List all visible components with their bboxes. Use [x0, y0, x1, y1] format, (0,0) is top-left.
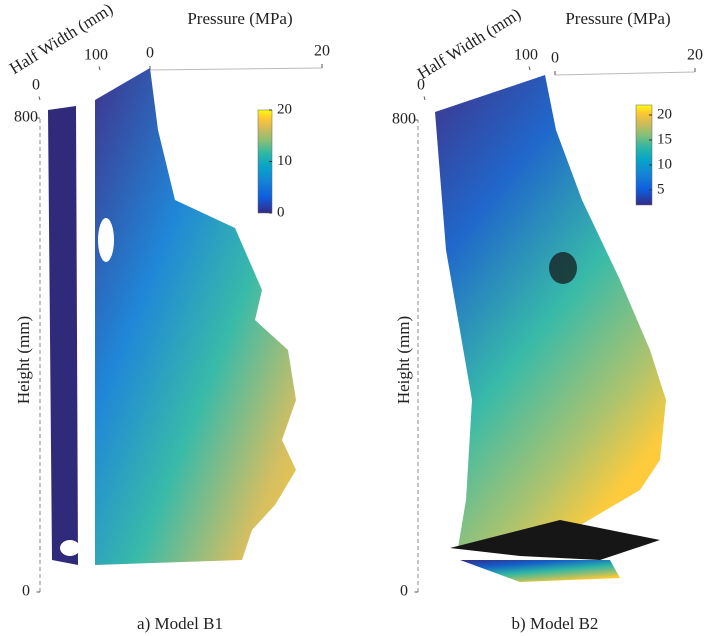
colorbar-tick-label: 10 [277, 153, 292, 169]
colorbar-tick-label: 0 [277, 204, 285, 220]
axis-line [554, 71, 696, 76]
surface-b [435, 75, 666, 582]
colorbar-tick-label: 10 [657, 156, 672, 172]
tick-label: 0 [400, 583, 408, 600]
surface-a [48, 68, 296, 565]
tick-label: 100 [84, 47, 108, 64]
tick-mark [38, 96, 41, 101]
tick-label: 0 [146, 45, 154, 62]
colorbar-tick-label: 20 [657, 106, 672, 122]
z-axis-label: Height (mm) [394, 316, 413, 404]
colorbar-tick-label: 5 [657, 181, 665, 197]
x-axis-label: Half Width (mm) [6, 0, 116, 78]
tick-mark [528, 66, 531, 71]
colorbar [635, 104, 653, 206]
tick-label: 800 [392, 111, 416, 128]
tick-label: 20 [687, 47, 703, 64]
tick-label: 0 [22, 583, 30, 600]
tick-label: 0 [417, 77, 425, 94]
caption: a) Model B1 [137, 614, 223, 633]
tick-label: 0 [551, 50, 559, 67]
caption: b) Model B2 [512, 614, 599, 633]
axis-line [149, 67, 323, 71]
colorbar-tick-label: 15 [657, 131, 672, 147]
tick-label: 20 [314, 43, 330, 60]
z-axis-label: Height (mm) [14, 316, 33, 404]
tick-mark [423, 96, 426, 101]
x-axis-label: Half Width (mm) [414, 4, 524, 83]
tick-mark [98, 66, 101, 71]
tick-label: 800 [14, 109, 38, 126]
tick-label: 100 [514, 47, 538, 64]
y-axis-label: Pressure (MPa) [565, 9, 670, 28]
y-axis-label: Pressure (MPa) [187, 9, 292, 28]
colorbar-tick-label: 20 [277, 101, 292, 117]
tick-label: 0 [32, 77, 40, 94]
